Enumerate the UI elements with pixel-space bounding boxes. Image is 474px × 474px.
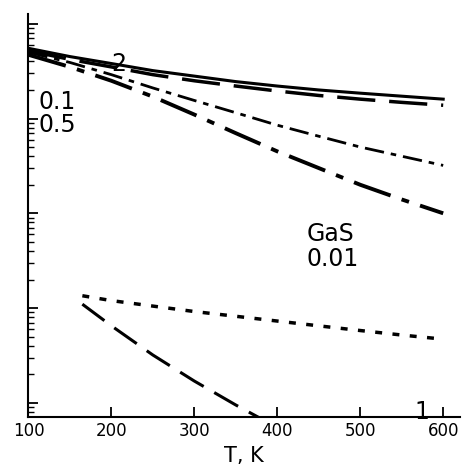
Text: 2: 2 — [111, 52, 127, 75]
Text: 1: 1 — [414, 400, 429, 424]
Text: 0.5: 0.5 — [38, 113, 76, 137]
Text: GaS: GaS — [306, 222, 354, 246]
X-axis label: T, K: T, K — [224, 446, 264, 465]
Text: 0.01: 0.01 — [306, 247, 358, 271]
Text: 0.1: 0.1 — [38, 90, 76, 114]
